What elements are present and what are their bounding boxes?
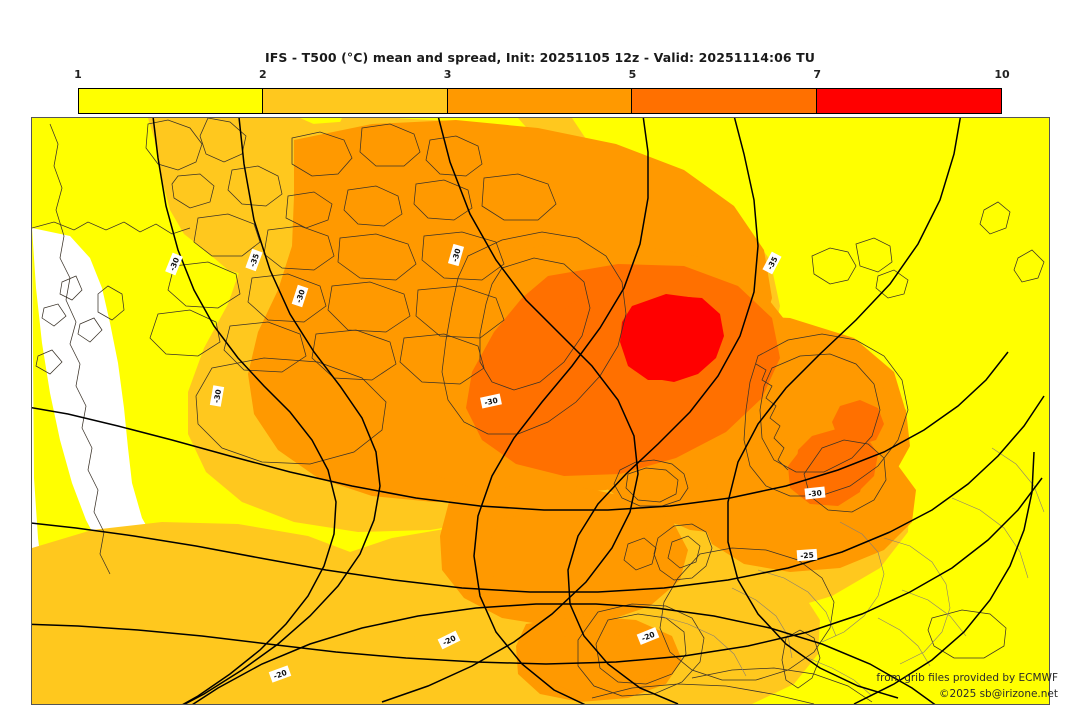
svg-text:-30: -30 (450, 247, 462, 263)
colorbar-tick-2: 2 (258, 68, 267, 81)
svg-text:-30: -30 (294, 288, 307, 304)
coastlines (32, 118, 1045, 704)
colorbar-band-5 (816, 89, 1001, 113)
colorbar-bands (78, 88, 1002, 114)
colorbar-band-1 (79, 89, 264, 113)
colorbar-band-4 (632, 89, 817, 113)
svg-text:-25: -25 (800, 551, 814, 561)
colorbar-tick-1: 1 (74, 68, 82, 81)
map-plot-area[interactable]: -30 -35 -30 -30 -30 (31, 117, 1050, 705)
colorbar-tick-7: 7 (813, 68, 822, 81)
mean-temperature-contours (32, 118, 1045, 704)
svg-text:-30: -30 (212, 389, 223, 404)
colorbar-tick-3: 3 (443, 68, 452, 81)
svg-text:-35: -35 (248, 252, 261, 268)
spread-band-7-10 (620, 294, 724, 382)
page-title: IFS - T500 (°C) mean and spread, Init: 2… (264, 50, 816, 65)
colorbar: 1 2 3 5 7 10 (74, 68, 1010, 114)
colorbar-band-2 (263, 89, 448, 113)
credit-copyright: ©2025 sb@irizone.net (939, 688, 1058, 700)
svg-text:-30: -30 (808, 488, 822, 498)
colorbar-tick-10: 10 (994, 68, 1010, 81)
svg-text:-30: -30 (484, 396, 499, 408)
colorbar-band-3 (447, 89, 633, 113)
svg-text:-20: -20 (272, 668, 288, 681)
colorbar-tick-labels: 1 2 3 5 7 10 (74, 68, 1009, 86)
colorbar-tick-5: 5 (628, 68, 637, 81)
contour-label-group: -30 -35 -30 -30 -30 (165, 243, 826, 683)
spread-contour-map: -30 -35 -30 -30 -30 (32, 118, 1049, 704)
credit-source: from grib files provided by ECMWF (876, 672, 1058, 684)
